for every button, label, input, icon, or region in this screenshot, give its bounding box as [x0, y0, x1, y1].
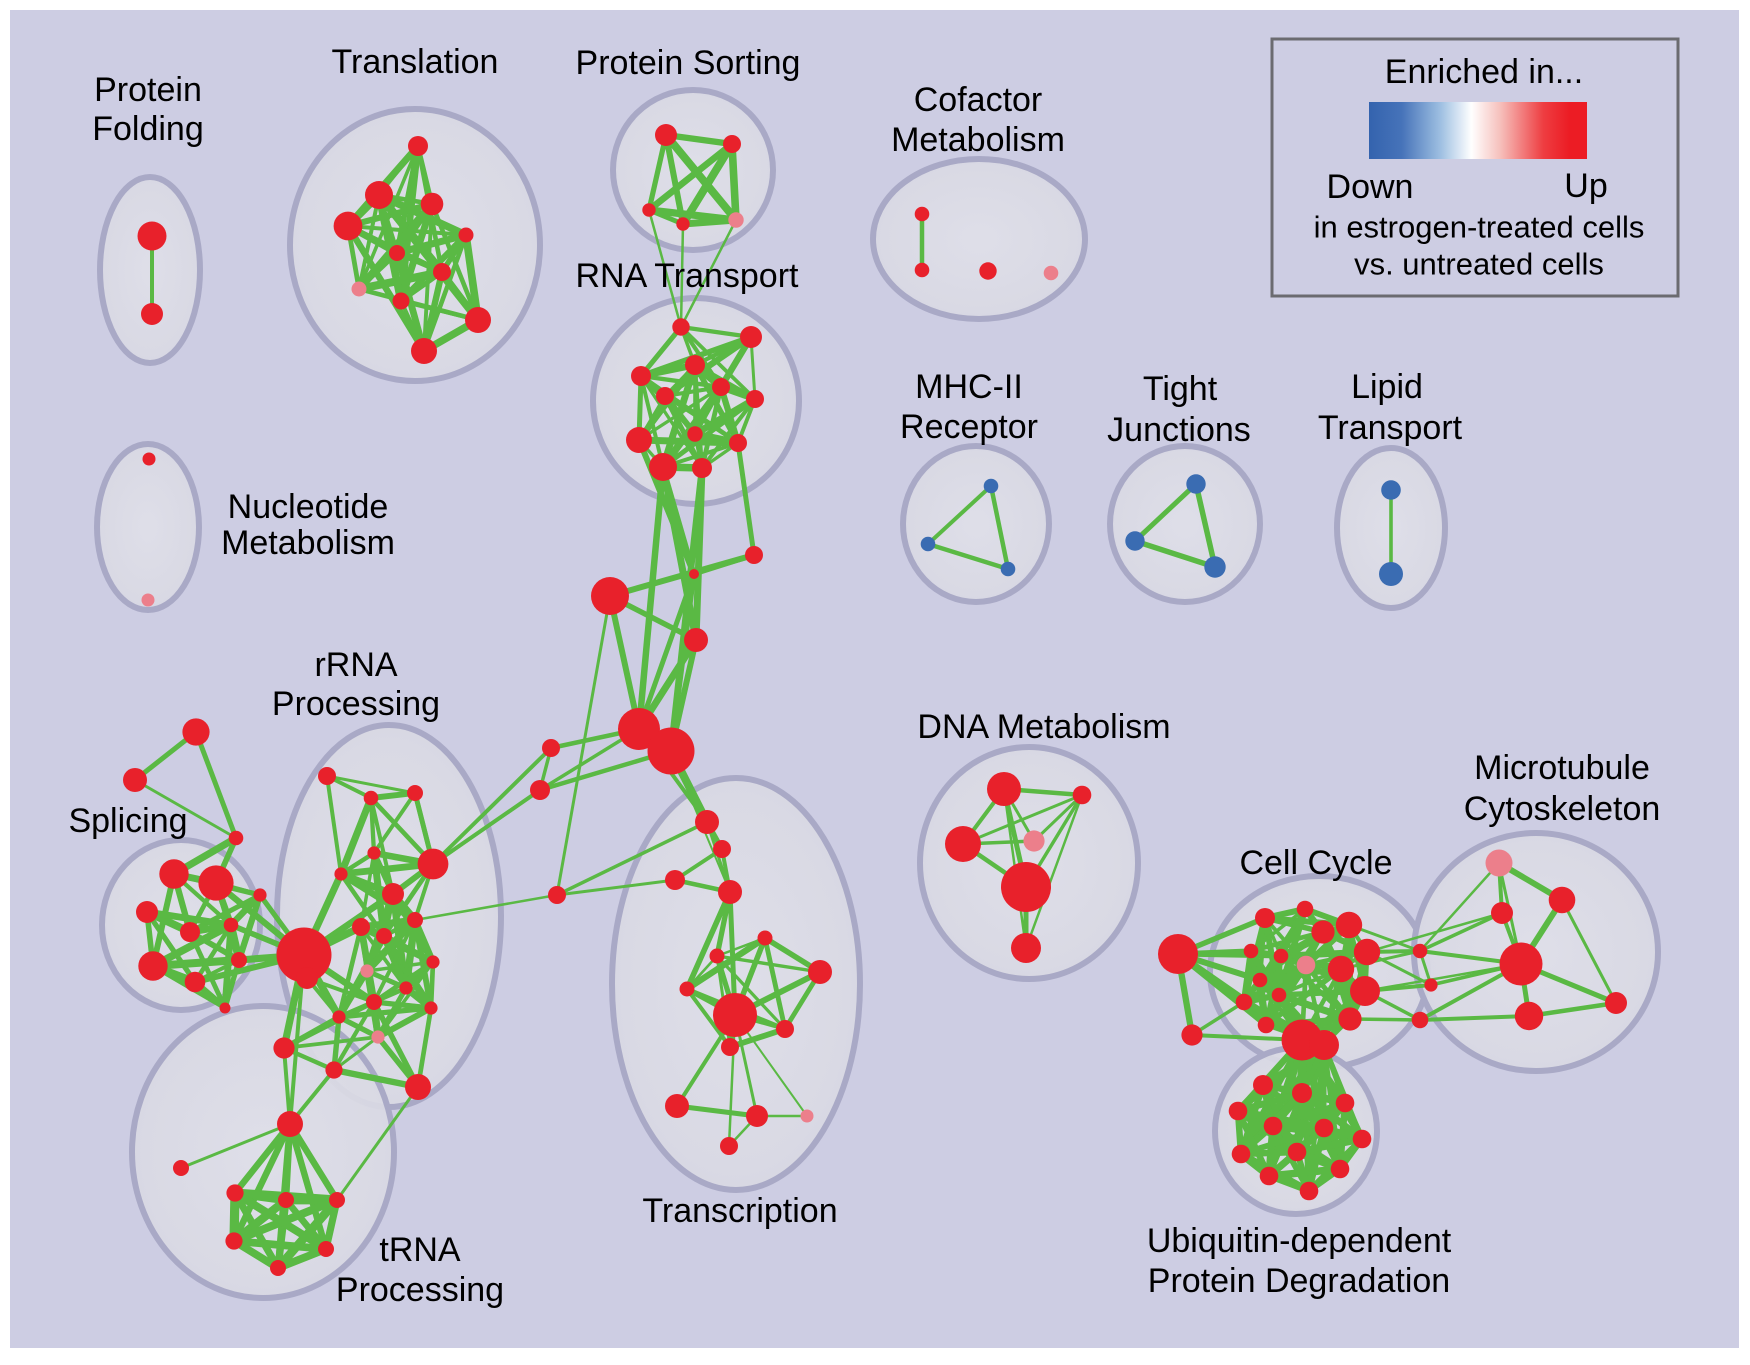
svg-text:tRNA: tRNA — [379, 1231, 461, 1269]
svg-text:Translation: Translation — [332, 43, 499, 81]
svg-text:Transcription: Transcription — [642, 1192, 837, 1230]
svg-text:rRNA: rRNA — [314, 646, 397, 684]
svg-text:Cofactor: Cofactor — [914, 81, 1043, 119]
svg-text:Folding: Folding — [92, 110, 204, 148]
svg-text:Processing: Processing — [336, 1271, 504, 1309]
svg-text:Receptor: Receptor — [900, 408, 1038, 446]
svg-text:Enriched in...: Enriched in... — [1385, 53, 1583, 91]
svg-text:vs. untreated cells: vs. untreated cells — [1354, 247, 1604, 282]
svg-text:Metabolism: Metabolism — [221, 524, 395, 562]
svg-text:Splicing: Splicing — [68, 802, 187, 840]
svg-text:Up: Up — [1564, 167, 1607, 205]
svg-text:Nucleotide: Nucleotide — [228, 488, 389, 526]
svg-text:Tight: Tight — [1143, 370, 1218, 408]
svg-text:RNA Transport: RNA Transport — [576, 257, 800, 295]
svg-text:Protein Degradation: Protein Degradation — [1148, 1262, 1450, 1300]
svg-text:DNA Metabolism: DNA Metabolism — [917, 708, 1170, 746]
svg-text:Cell Cycle: Cell Cycle — [1239, 844, 1392, 882]
svg-text:Processing: Processing — [272, 685, 440, 723]
svg-text:in estrogen-treated cells: in estrogen-treated cells — [1314, 210, 1645, 245]
svg-text:Down: Down — [1327, 168, 1414, 206]
svg-text:Protein Sorting: Protein Sorting — [576, 44, 801, 82]
svg-text:Metabolism: Metabolism — [891, 121, 1065, 159]
svg-text:Ubiquitin-dependent: Ubiquitin-dependent — [1147, 1222, 1452, 1260]
svg-text:MHC-II: MHC-II — [915, 368, 1023, 406]
svg-text:Microtubule: Microtubule — [1474, 749, 1650, 787]
svg-text:Lipid: Lipid — [1351, 368, 1423, 406]
svg-text:Cytoskeleton: Cytoskeleton — [1464, 790, 1661, 828]
svg-text:Transport: Transport — [1318, 409, 1463, 447]
svg-text:Junctions: Junctions — [1107, 411, 1251, 449]
svg-text:Protein: Protein — [94, 71, 202, 109]
